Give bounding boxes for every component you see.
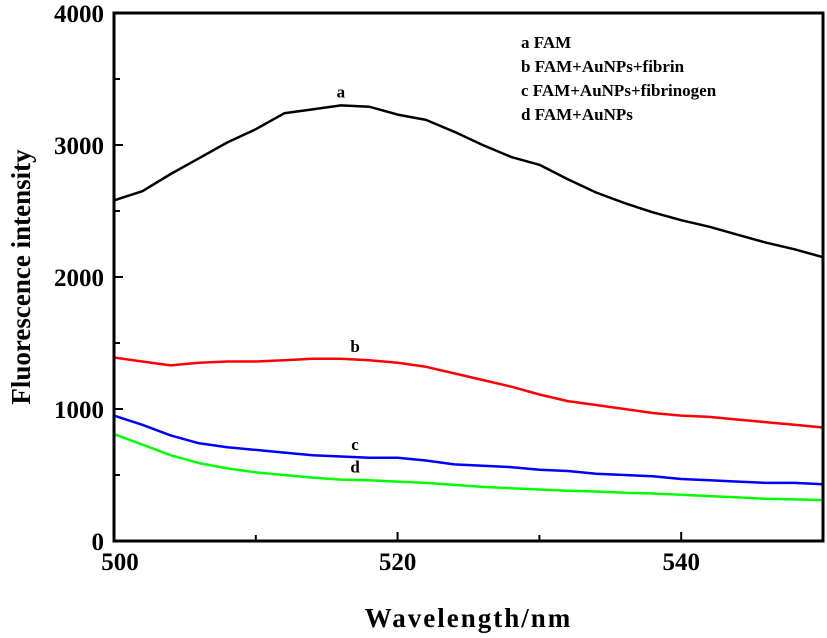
legend-entry-d: d FAM+AuNPs [521,105,633,124]
y-tick-label: 1000 [54,397,104,424]
y-tick-label: 2000 [54,265,104,292]
y-tick-label: 4000 [54,1,104,28]
series-line-d [113,432,824,502]
plot-frame [112,11,825,543]
curve-label-d: d [350,457,360,476]
x-tick-label: 520 [379,549,417,576]
curve-label-b: b [350,337,359,356]
curves-layer: a b cd [113,82,824,502]
curve-label-a: a [337,82,346,101]
x-axis-title: Wavelength/nm [365,603,573,633]
y-axis-title: Fluorescence intensity [6,149,36,405]
legend-entry-a: a FAM [521,33,571,52]
y-tick-label: 0 [92,529,105,556]
x-tick-label: 500 [101,549,139,576]
legend: a FAM b FAM+AuNPs+fibrin c FAM+AuNPs+fib… [521,33,717,124]
legend-entry-c: c FAM+AuNPs+fibrinogen [521,81,717,100]
y-tick-label: 3000 [54,133,104,160]
legend-entry-b: b FAM+AuNPs+fibrin [521,57,685,76]
x-tick-label: 540 [662,549,700,576]
series-line-b [113,356,824,429]
series-line-c [113,414,824,486]
curve-label-c: c [351,435,359,454]
ticks-layer: 0 1000 2000 3000 4000 500 520 540 [54,1,700,576]
series-line-a [113,104,824,259]
